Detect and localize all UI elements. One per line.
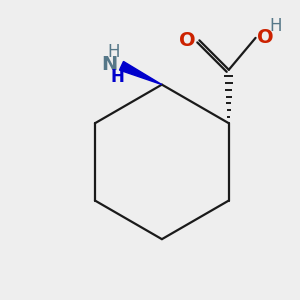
Text: N: N xyxy=(102,55,118,74)
Text: H: H xyxy=(270,17,282,35)
Text: O: O xyxy=(257,28,274,47)
Polygon shape xyxy=(119,61,162,85)
Text: H: H xyxy=(108,44,120,62)
Text: H: H xyxy=(110,68,124,86)
Text: O: O xyxy=(179,31,196,50)
